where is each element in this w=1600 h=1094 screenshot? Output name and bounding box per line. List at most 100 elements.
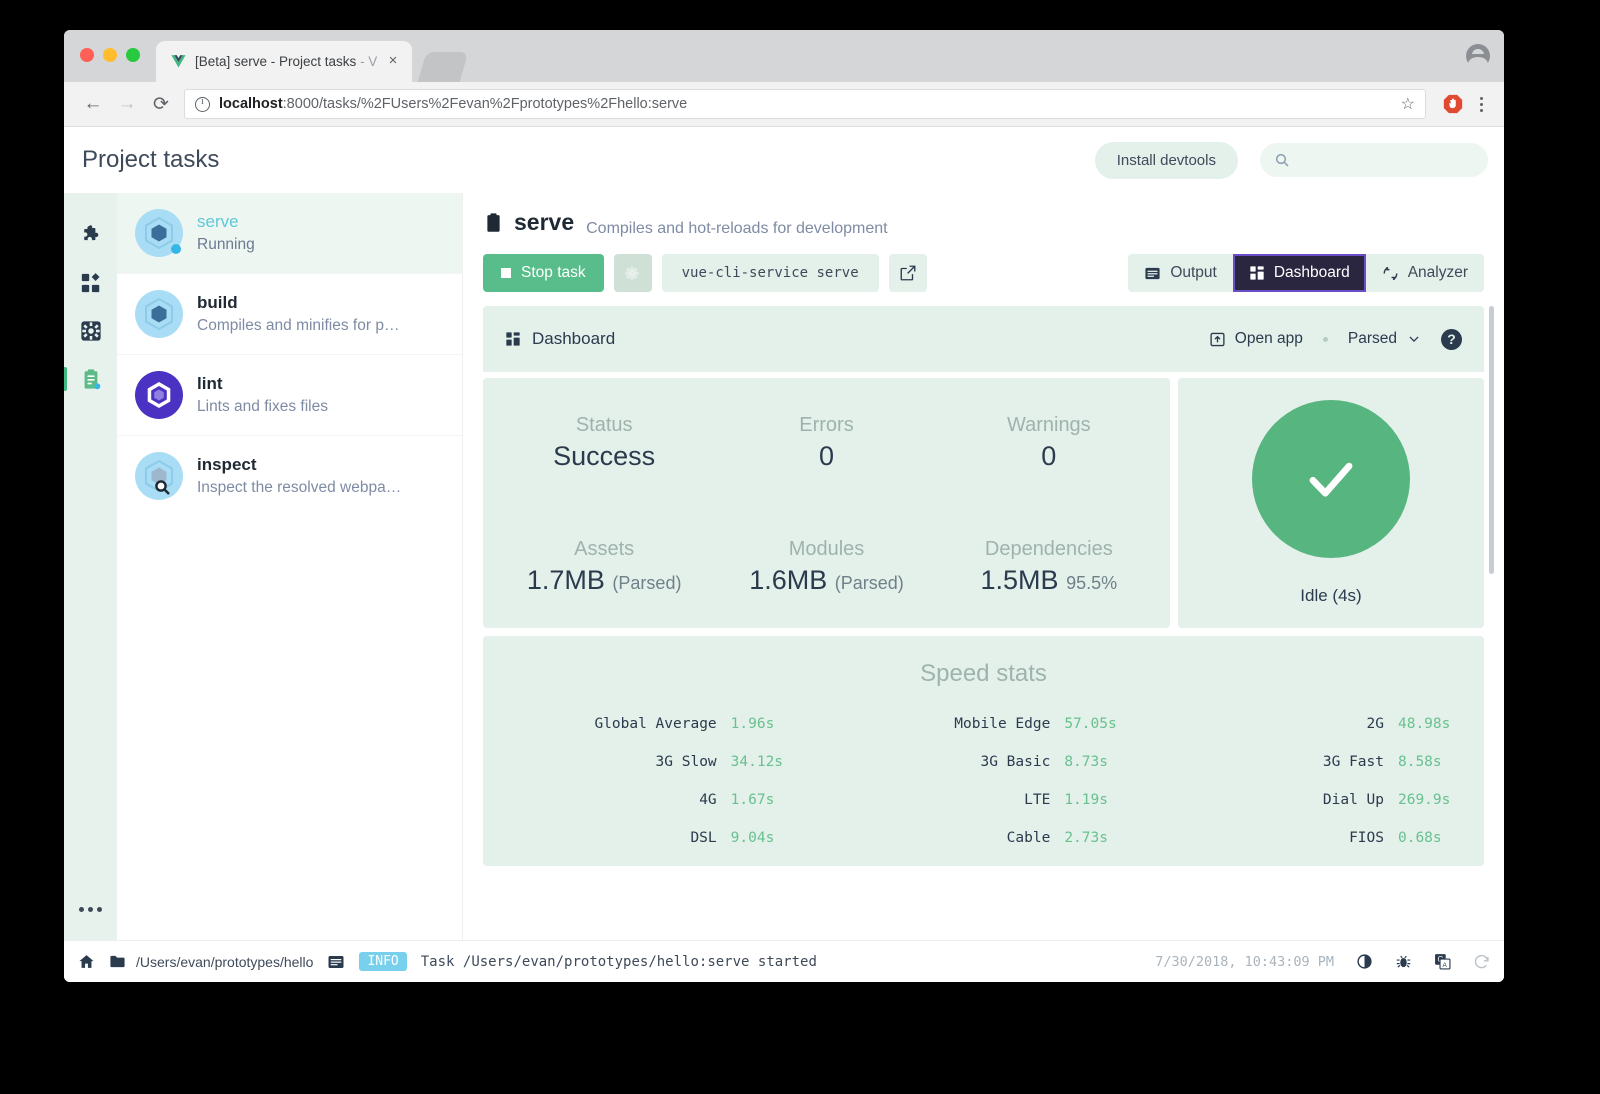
speed-stat-item: 2G 48.98s <box>1150 716 1484 732</box>
more-icon[interactable] <box>79 907 102 912</box>
browser-menu-button[interactable] <box>1470 96 1492 112</box>
speed-stat-name: 4G <box>699 792 717 808</box>
stat-value-text: 1.6MB <box>749 565 828 595</box>
speed-stat-item: DSL 9.04s <box>483 830 817 846</box>
speed-stat-value: 9.04s <box>730 830 775 846</box>
sidebar-item-configuration[interactable] <box>71 307 111 355</box>
tab-output[interactable]: Output <box>1128 254 1233 292</box>
reload-button[interactable]: ⟳ <box>153 93 169 115</box>
clipboard-icon <box>80 368 102 390</box>
address-bar[interactable]: localhost:8000/tasks/%2FUsers%2Fevan%2Fp… <box>184 89 1426 119</box>
new-tab-button[interactable] <box>417 52 469 82</box>
speed-stats-card: Speed stats Global Average 1.96s Mobile E… <box>483 636 1484 866</box>
sidebar-rail <box>64 193 117 940</box>
close-icon[interactable]: × <box>388 51 398 69</box>
refresh-icon[interactable] <box>1473 953 1490 970</box>
list-item[interactable]: build Compiles and minifies for p… <box>117 274 462 355</box>
speed-stat-name: Cable <box>1006 830 1051 846</box>
stop-square-icon <box>501 268 511 278</box>
sidebar-item-plugins[interactable] <box>71 211 111 259</box>
size-mode-value: Parsed <box>1347 330 1397 347</box>
stat-value: 1.5MB 95.5% <box>938 565 1160 596</box>
install-devtools-button[interactable]: Install devtools <box>1094 141 1238 179</box>
url-path: :8000/tasks/%2FUsers%2Fevan%2Fprototypes… <box>282 96 688 112</box>
search-input[interactable] <box>1298 152 1474 168</box>
dashboard-panel-title-text: Dashboard <box>532 329 616 348</box>
speed-stat-value: 57.05s <box>1064 716 1117 732</box>
build-stats-card: Status Success Errors 0 Warnings 0 <box>483 378 1170 628</box>
task-name: inspect <box>197 455 257 474</box>
bookmark-star-icon[interactable]: ☆ <box>1400 96 1415 113</box>
vue-ui-app: Project tasks Install devtools <box>64 127 1504 982</box>
info-icon[interactable] <box>195 96 210 112</box>
webpack-cube-icon <box>135 209 183 257</box>
stat-assets: Assets 1.7MB (Parsed) <box>493 538 715 596</box>
divider-dot <box>1322 336 1328 342</box>
stat-value-text: 1.5MB <box>980 565 1059 595</box>
task-settings-button[interactable] <box>613 254 652 292</box>
speed-stats-title: Speed stats <box>920 660 1047 687</box>
task-list: serve Running build Compiles a <box>117 193 463 940</box>
url-host: localhost <box>219 96 283 112</box>
list-item[interactable]: lint Lints and fixes files <box>117 355 462 436</box>
speed-stat-item: Mobile Edge 57.05s <box>817 716 1151 732</box>
tab-analyzer[interactable]: Analyzer <box>1365 254 1484 292</box>
avatar[interactable] <box>1466 44 1490 71</box>
speed-stat-value: 269.9s <box>1397 792 1451 808</box>
dashboard-icon <box>505 331 521 347</box>
task-desc: Inspect the resolved webpa… <box>197 479 402 496</box>
scrollbar[interactable] <box>1489 306 1494 574</box>
project-path[interactable]: /Users/evan/prototypes/hello <box>109 953 313 970</box>
logs-icon[interactable] <box>327 953 345 971</box>
minimize-window-button[interactable] <box>103 48 117 62</box>
stat-value-extra: 95.5% <box>1066 573 1118 593</box>
theme-toggle-icon[interactable] <box>1356 953 1373 970</box>
browser-toolbar: ← → ⟳ localhost:8000/tasks/%2FUsers%2Fev… <box>64 82 1504 127</box>
list-item[interactable]: inspect Inspect the resolved webpa… <box>117 436 462 516</box>
task-desc: Lints and fixes files <box>197 398 328 415</box>
app-body: serve Running build Compiles a <box>64 193 1504 940</box>
folder-icon <box>109 953 126 970</box>
speed-stat-item: FIOS 0.68s <box>1150 830 1484 846</box>
tab-title: [Beta] serve - Project tasks - V <box>195 54 384 69</box>
sidebar-item-dependencies[interactable] <box>71 259 111 307</box>
maximize-window-button[interactable] <box>126 48 140 62</box>
window-controls <box>80 48 140 62</box>
open-app-button[interactable]: Open app <box>1209 330 1303 348</box>
home-icon[interactable] <box>78 953 95 970</box>
vue-logo-icon <box>170 53 187 70</box>
check-icon <box>1300 448 1362 510</box>
stat-value-text: 0 <box>818 441 834 471</box>
stat-label: Warnings <box>1006 414 1091 436</box>
dashboard-panel-bar: Dashboard Open app <box>483 306 1484 372</box>
tab-dashboard[interactable]: Dashboard <box>1232 254 1366 292</box>
search-box[interactable] <box>1260 143 1488 177</box>
close-window-button[interactable] <box>80 48 94 62</box>
stat-value-extra: (Parsed) <box>612 573 682 593</box>
adblock-icon[interactable] <box>1442 93 1464 115</box>
list-item-text: lint Lints and fixes files <box>197 374 328 416</box>
speed-stat-value: 1.67s <box>730 792 775 808</box>
speed-stat-name: 3G Basic <box>980 754 1051 770</box>
list-item[interactable]: serve Running <box>117 193 462 274</box>
bug-icon[interactable] <box>1395 953 1412 970</box>
stat-label: Status <box>575 414 633 436</box>
size-mode-select[interactable]: Parsed <box>1348 330 1421 348</box>
help-button[interactable]: ? <box>1441 328 1462 350</box>
stat-label: Modules <box>788 538 865 560</box>
gear-square-icon <box>80 320 102 342</box>
browser-tab[interactable]: [Beta] serve - Project tasks - V × <box>156 41 412 82</box>
view-tabs: Output Dashboard <box>1128 254 1484 292</box>
forward-button[interactable]: → <box>117 93 137 114</box>
back-button[interactable]: ← <box>83 93 103 114</box>
stats-row-primary: Status Success Errors 0 Warnings 0 <box>493 414 1160 472</box>
speed-stat-value: 2.73s <box>1064 830 1108 846</box>
stop-task-button[interactable]: Stop task <box>483 254 604 292</box>
speed-stat-item: Cable 2.73s <box>817 830 1151 846</box>
dashboard-scroll-area[interactable]: Dashboard Open app <box>463 306 1504 940</box>
open-external-button[interactable] <box>888 254 927 292</box>
list-item-text: inspect Inspect the resolved webpa… <box>197 455 401 497</box>
sidebar-item-tasks[interactable] <box>64 355 111 403</box>
stat-value: 0 <box>715 441 937 472</box>
language-icon[interactable]: G A <box>1434 953 1451 970</box>
